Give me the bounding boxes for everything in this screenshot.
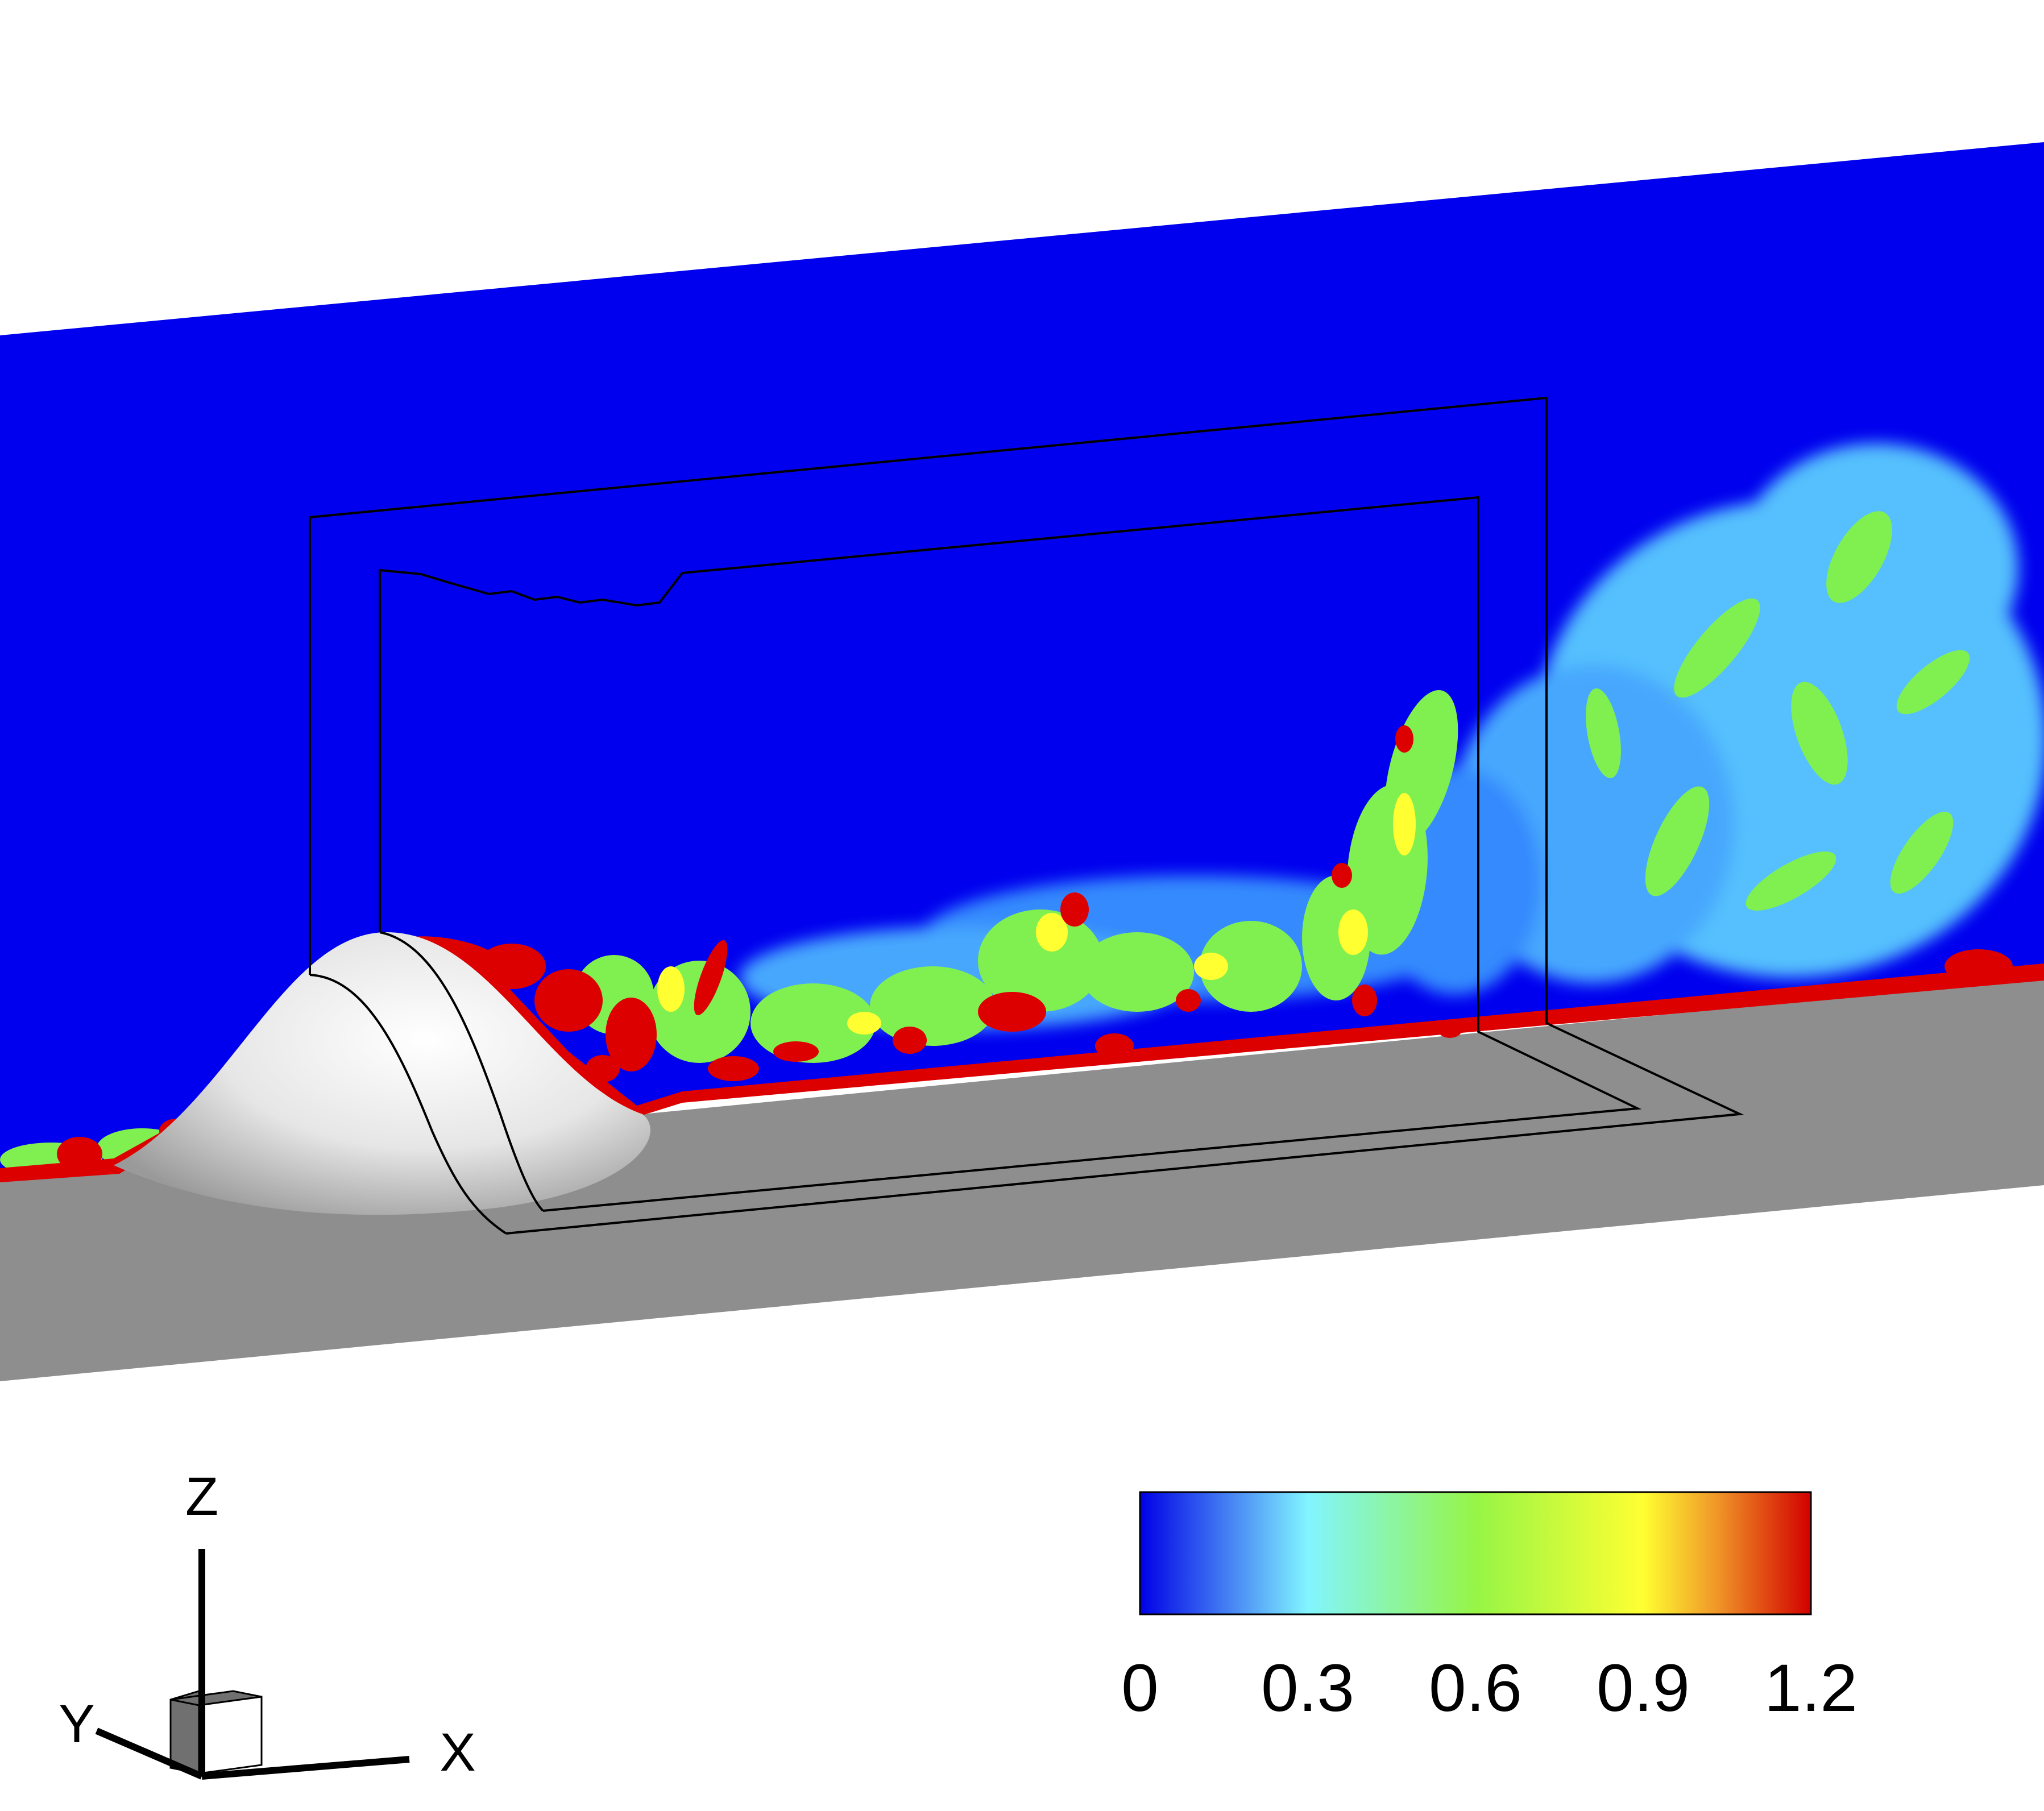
colorbar-tick-4: 1.2 — [1764, 1651, 1858, 1726]
x-axis-line — [201, 1756, 410, 1780]
colorbar-tick-3: 0.9 — [1597, 1651, 1690, 1726]
upstream-boundary-layer — [0, 1114, 205, 1182]
measurement-planes — [309, 396, 1744, 1235]
hump-surface — [114, 932, 650, 1215]
ground-plane — [0, 978, 2044, 1381]
y-axis-line — [95, 1727, 204, 1780]
colorbar-tick-2: 0.6 — [1429, 1651, 1522, 1726]
z-axis-label: Z — [185, 1467, 218, 1527]
x-axis-label: X — [440, 1722, 475, 1783]
axes-triad: Z Y X — [59, 1467, 475, 1783]
colorbar-tick-labels: 0 0.3 0.6 0.9 1.2 — [1121, 1651, 1858, 1726]
colorbar-tick-1: 0.3 — [1261, 1651, 1354, 1726]
y-axis-label: Y — [59, 1694, 94, 1754]
colorbar-tick-0: 0 — [1121, 1651, 1159, 1726]
wake-turbulence-yellow — [657, 793, 1416, 1035]
colorbar: 0 0.3 0.6 0.9 1.2 — [1121, 1491, 1858, 1726]
triad-cube-light — [198, 1696, 263, 1775]
colorbar-gradient — [1139, 1491, 1812, 1615]
